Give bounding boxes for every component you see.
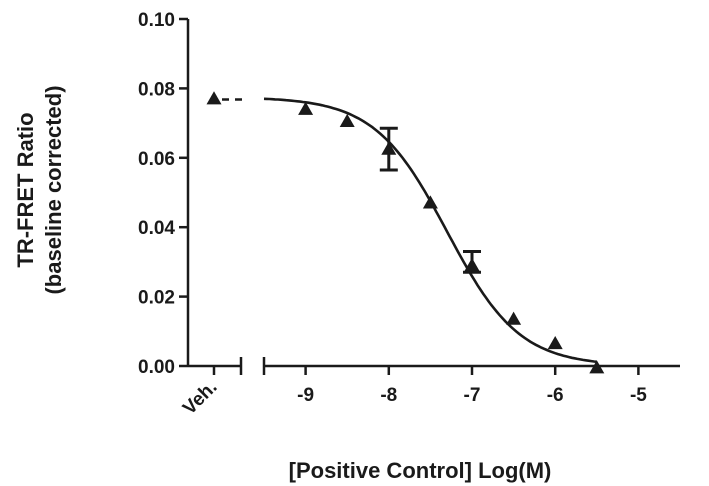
- y-tick-label: 0.08: [138, 79, 175, 100]
- data-point-marker: [381, 141, 397, 155]
- x-axis: Veh. -9 -8 -7 -6 -5: [179, 357, 680, 419]
- y-tick-label: 0.06: [138, 149, 175, 170]
- x-tick-label: -9: [297, 385, 314, 406]
- plot-area: [206, 91, 605, 374]
- x-tick-label-vehicle: Veh.: [179, 377, 221, 419]
- data-point-marker: [422, 195, 438, 209]
- y-axis-title-line-2: (baseline corrected): [41, 85, 66, 294]
- data-point-marker: [339, 113, 355, 127]
- y-tick-label: 0.04: [138, 218, 175, 239]
- x-axis-title: [Positive Control] Log(M): [289, 458, 552, 483]
- data-point-marker: [506, 311, 522, 325]
- x-tick-label: -8: [380, 385, 397, 406]
- x-tick-label: -5: [630, 385, 647, 406]
- y-axis: 0.00 0.02 0.04 0.06 0.08 0.10: [138, 10, 190, 378]
- data-point-marker: [589, 360, 605, 374]
- data-point-marker: [464, 257, 480, 271]
- y-tick-label: 0.02: [138, 288, 175, 309]
- y-tick-label: 0.10: [138, 10, 175, 31]
- y-axis-title: TR-FRET Ratio (baseline corrected): [13, 85, 66, 294]
- data-point-marker: [547, 335, 563, 350]
- y-axis-title-line-1: TR-FRET Ratio: [13, 112, 38, 267]
- data-point-marker: [206, 91, 222, 105]
- data-point-marker: [298, 101, 314, 115]
- x-tick-label: -7: [464, 385, 481, 406]
- fit-curve: [263, 97, 597, 364]
- x-tick-label: -6: [547, 385, 564, 406]
- y-tick-label: 0.00: [138, 357, 175, 378]
